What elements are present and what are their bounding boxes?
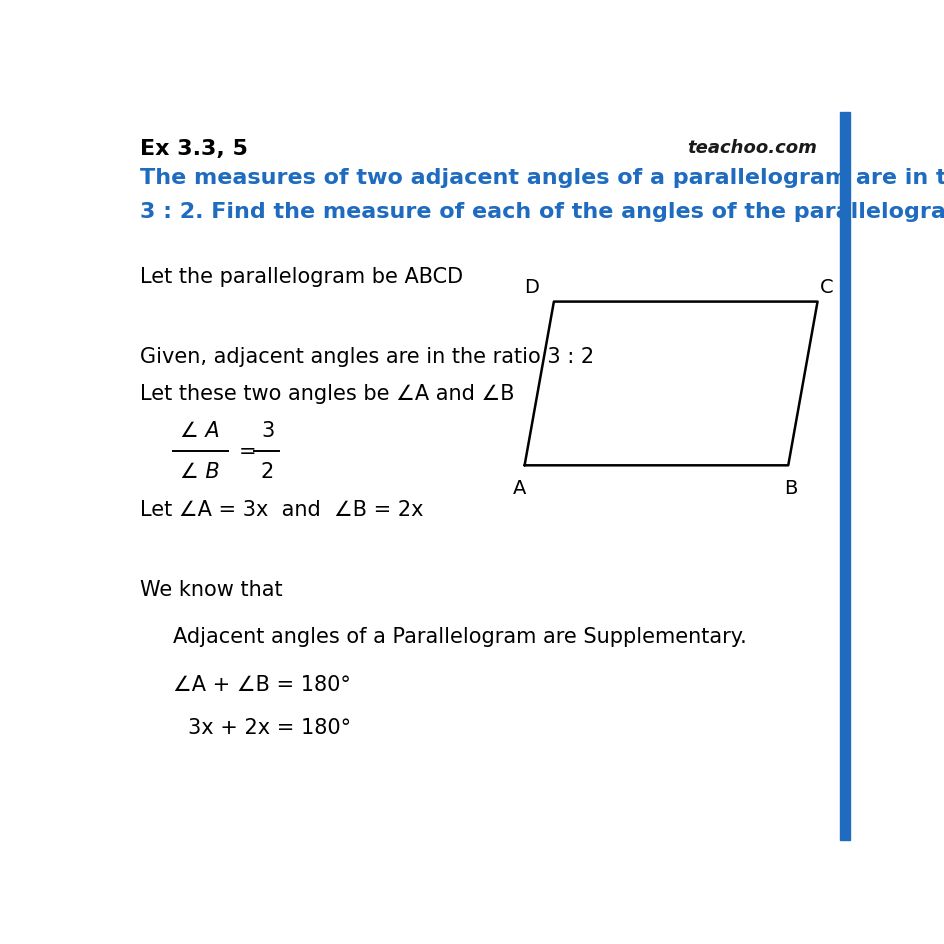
Text: A: A xyxy=(513,479,526,497)
Text: ∠ A: ∠ A xyxy=(180,421,220,441)
Text: Given, adjacent angles are in the ratio 3 : 2: Given, adjacent angles are in the ratio … xyxy=(140,346,594,367)
Text: The measures of two adjacent angles of a parallelogram are in the ratio: The measures of two adjacent angles of a… xyxy=(140,168,944,188)
Text: 3x + 2x = 180°: 3x + 2x = 180° xyxy=(188,717,350,737)
Text: 3 : 2. Find the measure of each of the angles of the parallelogram.: 3 : 2. Find the measure of each of the a… xyxy=(140,202,944,222)
Text: D: D xyxy=(524,278,539,296)
Text: 3: 3 xyxy=(261,421,274,441)
Text: Adjacent angles of a Parallelogram are Supplementary.: Adjacent angles of a Parallelogram are S… xyxy=(173,627,746,647)
Text: Let the parallelogram be ABCD: Let the parallelogram be ABCD xyxy=(140,267,463,287)
Text: Ex 3.3, 5: Ex 3.3, 5 xyxy=(140,139,247,159)
Text: ∠ B: ∠ B xyxy=(180,462,220,481)
Text: Let ∠A = 3x  and  ∠B = 2x: Let ∠A = 3x and ∠B = 2x xyxy=(140,499,423,519)
Text: B: B xyxy=(783,479,797,497)
Text: Let these two angles be ∠A and ∠B: Let these two angles be ∠A and ∠B xyxy=(140,383,514,403)
Text: 2: 2 xyxy=(261,462,274,481)
Bar xyxy=(839,113,850,840)
Text: We know that: We know that xyxy=(140,580,282,599)
Text: ∠A + ∠B = 180°: ∠A + ∠B = 180° xyxy=(173,674,350,694)
Text: C: C xyxy=(818,278,833,296)
Text: teachoo.com: teachoo.com xyxy=(687,139,817,157)
Text: =: = xyxy=(239,441,257,462)
